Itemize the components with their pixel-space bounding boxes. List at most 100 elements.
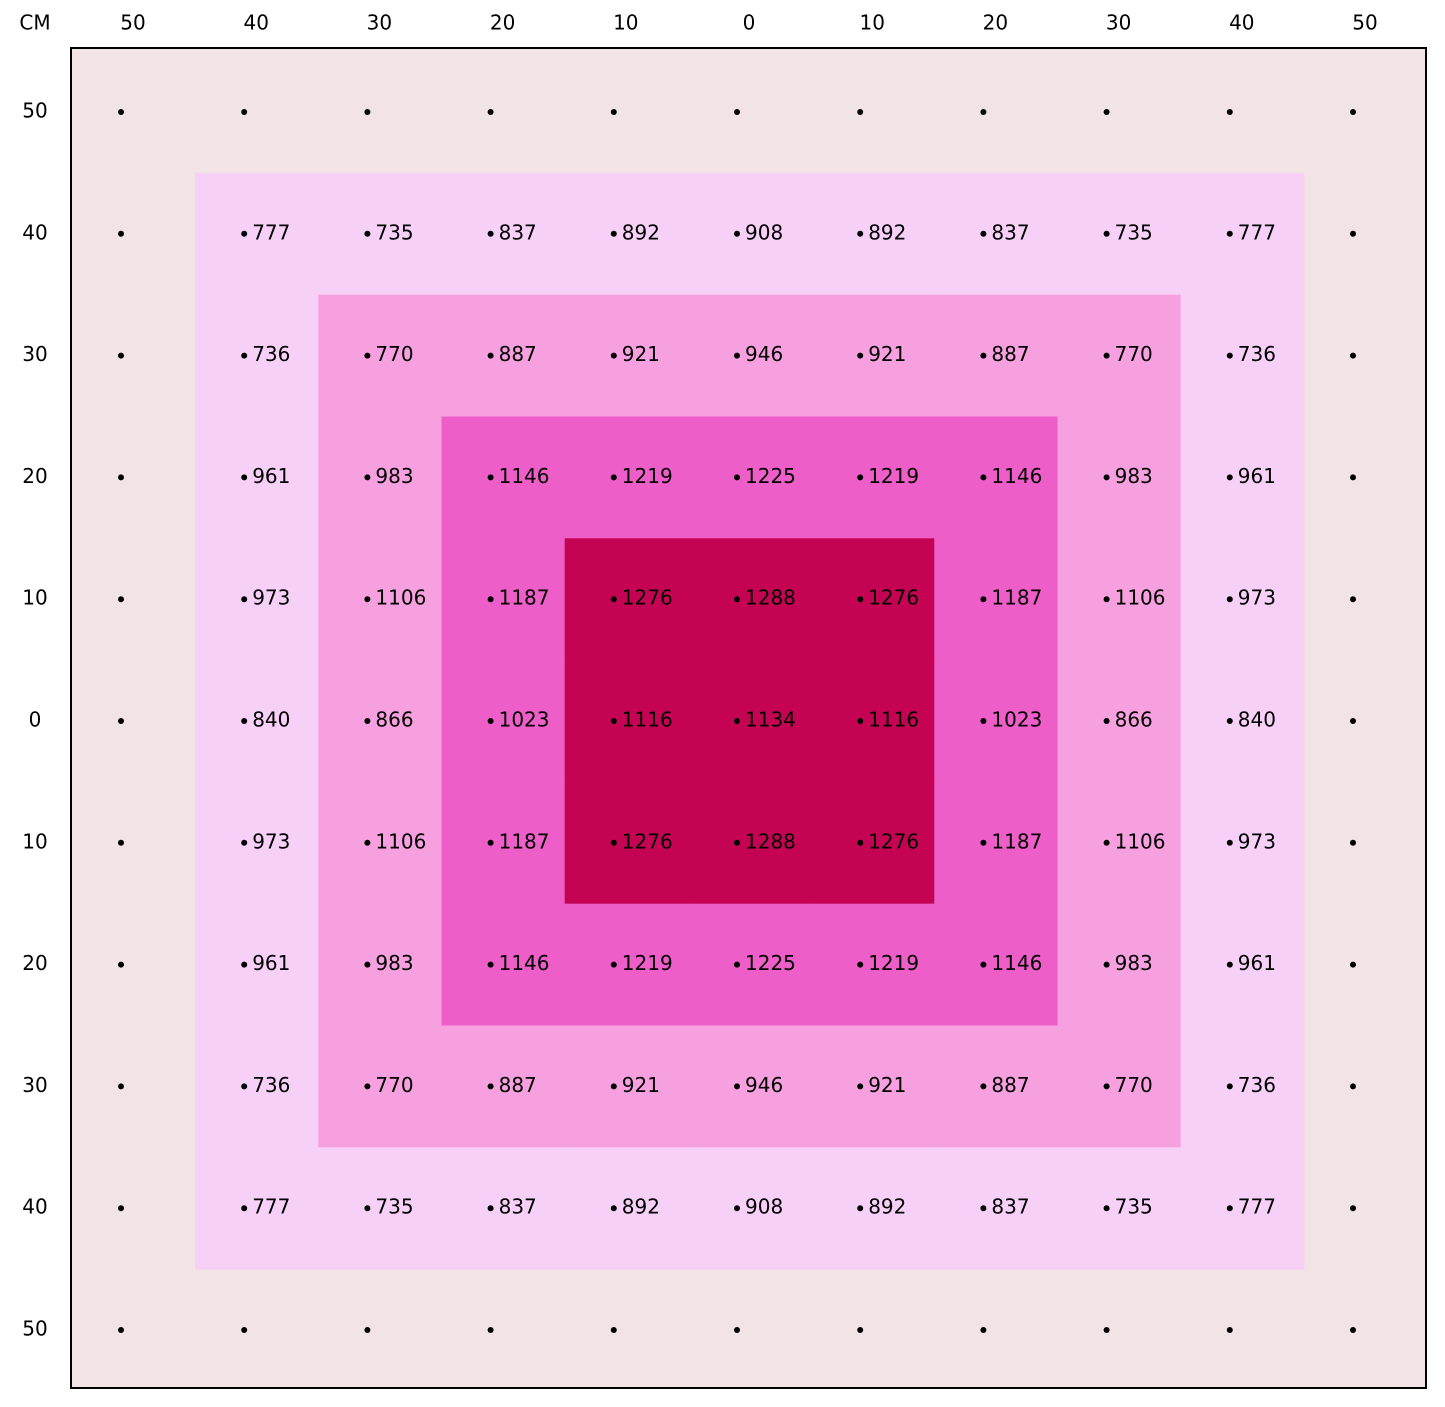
column-label: 10: [859, 11, 884, 35]
cell-value: 1276: [868, 586, 919, 610]
cell-bg: [1180, 416, 1305, 539]
cell-value: 770: [1115, 342, 1153, 366]
point: [241, 839, 248, 846]
cell-value: 1106: [1115, 586, 1166, 610]
column-label: 40: [1229, 11, 1254, 35]
cell-value: 961: [252, 464, 290, 488]
point: [1226, 596, 1233, 603]
cell-bg: [195, 294, 319, 417]
point: [980, 718, 987, 724]
cell-bg: [687, 781, 812, 905]
point: [1103, 961, 1110, 968]
point: [1226, 474, 1233, 481]
point: [364, 474, 371, 481]
point: [1226, 1083, 1233, 1090]
column-label: 50: [120, 11, 145, 35]
frame: [70, 47, 1427, 1389]
point: [1350, 718, 1356, 724]
cell-value: 908: [745, 1195, 783, 1219]
cell-bg: [441, 172, 566, 296]
cell-bg: [318, 660, 442, 783]
point: [1226, 839, 1233, 846]
column-label: 40: [243, 11, 268, 35]
point: [1350, 474, 1356, 481]
cell-bg: [195, 538, 319, 661]
point: [610, 1083, 617, 1090]
point: [610, 718, 617, 724]
point: [1350, 1083, 1356, 1090]
cell-value: 1276: [622, 586, 673, 610]
cell-value: 770: [375, 342, 413, 366]
cell-bg: [441, 660, 566, 783]
point: [857, 718, 864, 724]
cell-bg: [811, 781, 935, 905]
point: [1226, 1205, 1233, 1212]
cell-bg: [811, 416, 935, 539]
point: [118, 1205, 124, 1212]
point: [487, 474, 494, 481]
cell-value: 887: [991, 1073, 1029, 1097]
cell-bg: [687, 1025, 812, 1148]
cell-bg: [564, 1025, 689, 1148]
cell-value: 921: [868, 342, 906, 366]
cell-value: 892: [622, 220, 660, 244]
cell-bg: [1057, 1025, 1182, 1148]
cell-bg: [1180, 538, 1305, 661]
cell-value: 1116: [622, 708, 673, 732]
point: [734, 718, 740, 724]
cell-bg: [195, 1147, 319, 1270]
point: [487, 1327, 494, 1333]
point: [241, 1327, 248, 1333]
cell-bg: [1180, 1147, 1305, 1270]
point: [241, 1083, 248, 1090]
cell-bg: [318, 1025, 442, 1148]
point: [1226, 352, 1233, 359]
cell-bg: [564, 781, 689, 905]
row-label: 30: [22, 1073, 47, 1097]
cell-value: 921: [622, 1073, 660, 1097]
point: [610, 230, 617, 237]
point: [1103, 718, 1110, 724]
cell-value: 1219: [622, 464, 673, 488]
cell-bg: [441, 1025, 566, 1148]
cell-bg: [564, 416, 689, 539]
cell-value: 1225: [745, 464, 796, 488]
point: [118, 839, 124, 846]
cell-bg: [195, 172, 319, 296]
point: [610, 1327, 617, 1333]
cell-bg: [564, 538, 689, 661]
point: [980, 1327, 987, 1333]
point: [241, 230, 248, 237]
column-label: 30: [367, 11, 392, 35]
cell-bg: [318, 1147, 442, 1270]
cell-value: 946: [745, 1073, 783, 1097]
cell-value: 1146: [499, 951, 550, 975]
point: [857, 1327, 864, 1333]
cell-value: 1023: [499, 708, 550, 732]
point: [1103, 352, 1110, 359]
point: [857, 474, 864, 481]
point: [610, 474, 617, 481]
point: [118, 596, 124, 603]
cell-value: 735: [375, 220, 413, 244]
cell-bg: [687, 903, 812, 1026]
row-label: 10: [22, 586, 47, 610]
cell-value: 1276: [868, 829, 919, 853]
row-label: 50: [22, 1317, 47, 1341]
point: [980, 230, 987, 237]
point: [241, 718, 248, 724]
point: [1350, 230, 1356, 237]
point: [241, 109, 248, 115]
cell-value: 887: [499, 1073, 537, 1097]
point: [734, 961, 740, 968]
point: [1350, 352, 1356, 359]
point: [1350, 1327, 1356, 1333]
cell-bg: [1057, 660, 1182, 783]
cell-value: 840: [1238, 708, 1276, 732]
point: [364, 1327, 371, 1333]
row-label: 40: [22, 1195, 47, 1219]
cell-bg: [441, 294, 566, 417]
point: [610, 352, 617, 359]
